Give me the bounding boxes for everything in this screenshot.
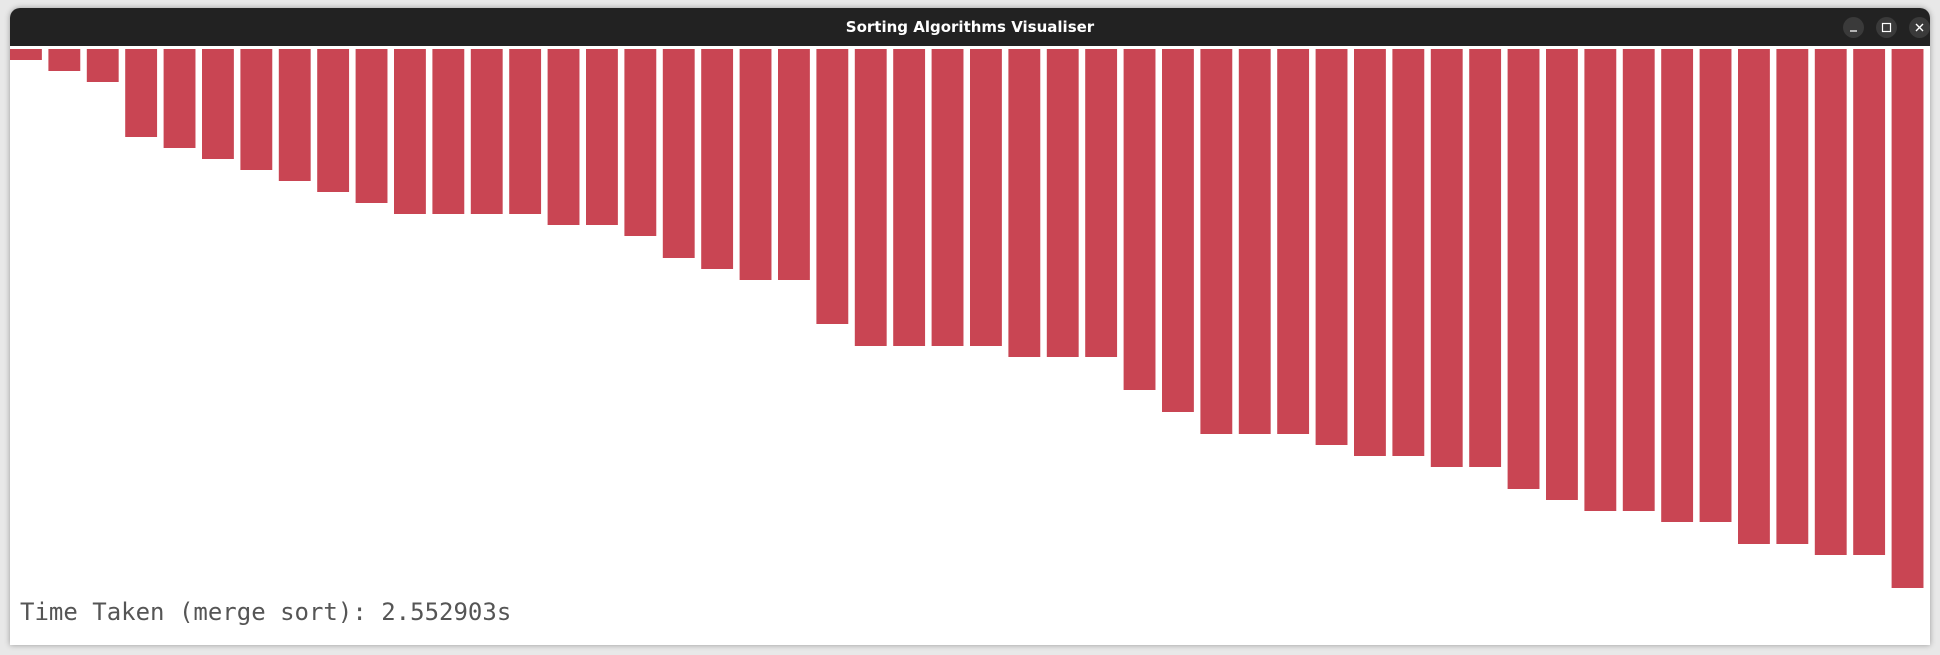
bar — [1123, 49, 1156, 390]
bar — [1354, 49, 1386, 456]
bar — [470, 49, 503, 214]
bar — [355, 49, 388, 203]
bar — [278, 49, 311, 181]
bar — [1008, 49, 1041, 357]
bar — [125, 49, 158, 137]
bar — [240, 49, 273, 170]
bar — [931, 49, 964, 346]
bar — [1661, 49, 1694, 522]
maximize-button[interactable] — [1876, 17, 1897, 38]
bar — [854, 49, 887, 346]
bar — [586, 49, 618, 225]
title-bar: Sorting Algorithms Visualiser — [10, 8, 1930, 46]
bar — [1776, 49, 1809, 544]
bar — [1891, 49, 1924, 588]
bar — [1430, 49, 1463, 467]
bar — [1200, 49, 1233, 434]
bar — [1546, 49, 1578, 500]
bar — [1238, 49, 1271, 434]
bar — [816, 49, 849, 324]
bar — [547, 49, 580, 225]
bar — [1507, 49, 1540, 489]
bar — [1046, 49, 1079, 357]
bar — [1699, 49, 1732, 522]
bar — [1814, 49, 1847, 555]
bar — [1315, 49, 1348, 445]
bar — [1584, 49, 1617, 511]
time-taken-label: Time Taken (merge sort): 2.552903s — [20, 598, 512, 626]
bar — [48, 49, 81, 71]
app-window: Sorting Algorithms Visualiser Time Taken… — [10, 8, 1930, 645]
bar — [1162, 49, 1194, 412]
bar — [701, 49, 734, 269]
bar — [394, 49, 426, 214]
bar — [86, 49, 119, 82]
bar — [1469, 49, 1502, 467]
bar — [317, 49, 350, 192]
bar — [202, 49, 234, 159]
bar — [432, 49, 465, 214]
minimize-button[interactable] — [1843, 17, 1864, 38]
bar — [970, 49, 1002, 346]
bar — [163, 49, 196, 148]
bar — [778, 49, 810, 280]
bar — [509, 49, 542, 214]
bar — [10, 49, 42, 60]
visualiser-canvas — [10, 49, 1924, 588]
bar — [1622, 49, 1655, 511]
bar — [739, 49, 772, 280]
bar — [1392, 49, 1425, 456]
bar — [1277, 49, 1310, 434]
bar — [624, 49, 657, 236]
bar — [1085, 49, 1118, 357]
window-title: Sorting Algorithms Visualiser — [845, 18, 1095, 36]
bar — [1738, 49, 1770, 544]
close-button[interactable] — [1909, 17, 1930, 38]
bar — [662, 49, 695, 258]
bar — [1853, 49, 1886, 555]
bar — [893, 49, 926, 346]
